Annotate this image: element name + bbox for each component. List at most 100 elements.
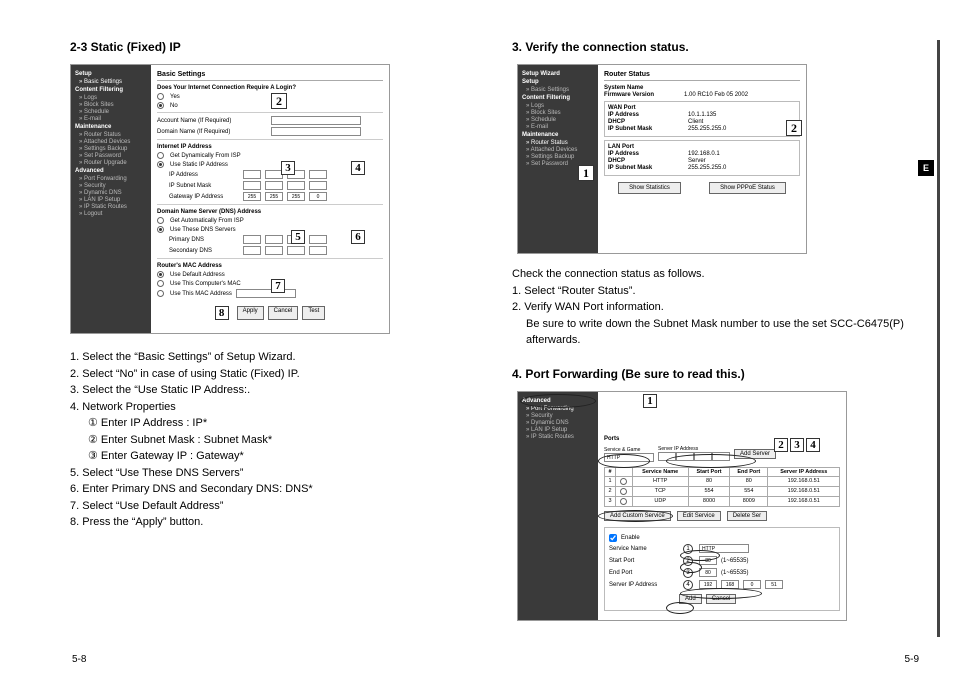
status-text-2: 2. Verify WAN Port information. [512, 299, 924, 316]
radio-dns-auto[interactable] [157, 217, 164, 224]
sdns-1[interactable] [243, 246, 261, 255]
sdns-3[interactable] [287, 246, 305, 255]
section-title-3: 3. Verify the connection status. [512, 40, 924, 54]
table-header: End Port [730, 467, 768, 476]
table-header: # [605, 467, 616, 476]
sidebar-item[interactable]: » Basic Settings [79, 79, 147, 85]
sdns-2[interactable] [265, 246, 283, 255]
wan-group: WAN Port IP Address10.1.1.135 DHCPClient… [604, 101, 800, 137]
sidebar-item[interactable]: » Settings Backup [79, 146, 147, 152]
cancel-button[interactable]: Cancel [268, 306, 299, 320]
sidebar-item[interactable]: » IP Static Routes [79, 204, 147, 210]
sm-2[interactable] [265, 181, 283, 190]
apply-button[interactable]: Apply [237, 306, 264, 320]
input-mac[interactable] [236, 289, 296, 298]
table-header [616, 467, 632, 476]
radio-dns-these[interactable] [157, 226, 164, 233]
fip-3[interactable]: 0 [743, 580, 761, 589]
input-domain[interactable] [271, 127, 361, 136]
show-pppoe-button[interactable]: Show PPPoE Status [709, 182, 786, 194]
enable-checkbox[interactable] [609, 534, 617, 542]
table-row[interactable]: 1HTTP8080192.168.0.51 [605, 476, 840, 486]
edit-service-button[interactable]: Edit Service [677, 511, 721, 521]
table-row[interactable]: 2TCP554554192.168.0.51 [605, 486, 840, 496]
sidebar-item[interactable]: » Set Password [79, 153, 147, 159]
sidebar-item[interactable]: » Logs [79, 95, 147, 101]
test-button[interactable]: Test [302, 306, 325, 320]
sidebar-item[interactable]: » Dynamic DNS [526, 420, 594, 426]
label-form-start: Start Port [609, 558, 679, 564]
sidebar-item[interactable]: » Block Sites [79, 102, 147, 108]
val-wan-ip: 10.1.1.135 [688, 112, 796, 118]
sm-3[interactable] [287, 181, 305, 190]
callout-8: 8 [215, 306, 229, 320]
sidebar-item[interactable]: » Port Forwarding [79, 176, 147, 182]
label-wan-sm: IP Subnet Mask [608, 126, 688, 132]
radio-mac-default[interactable] [157, 271, 164, 278]
sidebar-item[interactable]: » Router Status [79, 132, 147, 138]
sidebar-item[interactable]: » Basic Settings [526, 87, 594, 93]
val-lan-ip: 192.168.0.1 [688, 151, 796, 157]
label-form-svc: Service Name [609, 546, 679, 552]
sidebar-item[interactable]: » E-mail [526, 124, 594, 130]
input-form-end[interactable]: 80 [699, 568, 717, 577]
callout-7: 7 [271, 279, 285, 293]
gw-3[interactable]: 255 [287, 192, 305, 201]
table-cell: 1 [605, 476, 616, 486]
sidebar-group: Content Filtering [522, 95, 594, 101]
sidebar-item[interactable]: » Router Upgrade [79, 160, 147, 166]
radio-dynamic[interactable] [157, 152, 164, 159]
sidebar-item[interactable]: » Schedule [79, 109, 147, 115]
ip-1[interactable] [243, 170, 261, 179]
pdns-2[interactable] [265, 235, 283, 244]
gw-1[interactable]: 255 [243, 192, 261, 201]
section-title-4: 4. Port Forwarding (Be sure to read this… [512, 367, 924, 381]
gw-2[interactable]: 255 [265, 192, 283, 201]
sm-1[interactable] [243, 181, 261, 190]
radio-yes[interactable] [157, 93, 164, 100]
ip-4[interactable] [309, 170, 327, 179]
sidebar-item[interactable]: » Attached Devices [79, 139, 147, 145]
radio-mac-pc[interactable] [157, 280, 164, 287]
sidebar-item[interactable]: » Attached Devices [526, 147, 594, 153]
table-row[interactable]: 3UDP80008009192.168.0.51 [605, 496, 840, 506]
sidebar-item[interactable]: » LAN IP Setup [79, 197, 147, 203]
input-account[interactable] [271, 116, 361, 125]
radio-static[interactable] [157, 161, 164, 168]
sidebar-item[interactable]: » LAN IP Setup [526, 427, 594, 433]
sidebar-item[interactable]: » Logout [79, 211, 147, 217]
table-cell: 192.168.0.51 [768, 476, 840, 486]
pdns-1[interactable] [243, 235, 261, 244]
sidebar-item[interactable]: » IP Static Routes [526, 434, 594, 440]
delete-service-button[interactable]: Delete Ser [727, 511, 767, 521]
sdns-4[interactable] [309, 246, 327, 255]
router-sidebar: Setup» Basic SettingsContent Filtering» … [71, 65, 151, 333]
pf-callout-1: 1 [643, 394, 657, 408]
label-mac-pc: Use This Computer's MAC [170, 281, 241, 287]
basic-settings-screenshot: Setup» Basic SettingsContent Filtering» … [70, 64, 390, 334]
sidebar-item[interactable]: » Security [79, 183, 147, 189]
pf-callout-4: 4 [806, 438, 820, 452]
sidebar-item[interactable]: » Settings Backup [526, 154, 594, 160]
sidebar-item[interactable]: » Security [526, 413, 594, 419]
sidebar-item[interactable]: » E-mail [79, 116, 147, 122]
sidebar-item[interactable]: » Router Status [526, 140, 594, 146]
fip-4[interactable]: 51 [765, 580, 783, 589]
radio-mac-this[interactable] [157, 290, 164, 297]
radio-no[interactable] [157, 102, 164, 109]
step-2: 2. Select “No” in case of using Static (… [70, 366, 482, 383]
sidebar-item[interactable]: » Dynamic DNS [79, 190, 147, 196]
label-form-ip: Server IP Address [609, 582, 679, 588]
label-dns: Domain Name Server (DNS) Address [157, 209, 383, 215]
sm-4[interactable] [309, 181, 327, 190]
label-mac: Router's MAC Address [157, 263, 383, 269]
sidebar-item[interactable]: » Block Sites [526, 110, 594, 116]
label-range2: (1~65535) [721, 570, 749, 576]
val-lan-dhcp: Server [688, 158, 796, 164]
sidebar-item[interactable]: » Logs [526, 103, 594, 109]
pdns-4[interactable] [309, 235, 327, 244]
gw-4[interactable]: 0 [309, 192, 327, 201]
show-stats-button[interactable]: Show Statistics [618, 182, 681, 194]
sidebar-item[interactable]: » Schedule [526, 117, 594, 123]
table-cell: HTTP [632, 476, 688, 486]
